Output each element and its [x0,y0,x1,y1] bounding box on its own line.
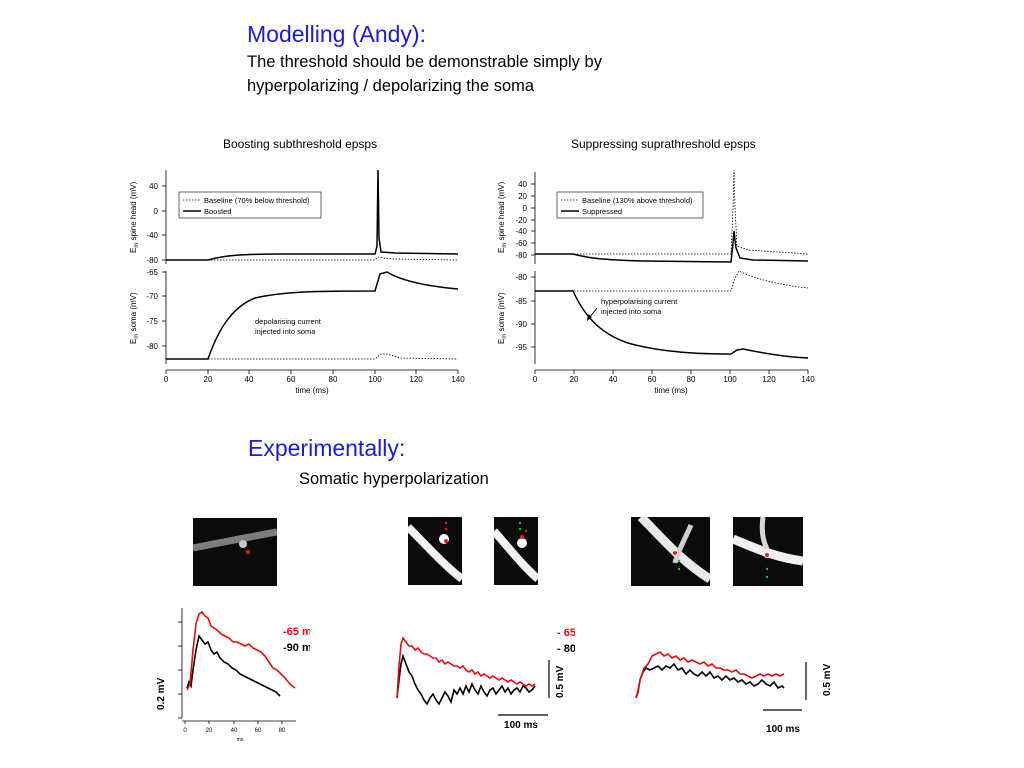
ytick: -40 [515,227,527,236]
annotation-hyperpolarising-2: injected into soma [601,307,662,316]
baseline-soma-trace [166,353,459,360]
xtick: 120 [762,375,776,384]
xlabel: time (ms) [295,386,329,395]
ytick: -80 [515,251,527,260]
boosting-title: Boosting subthreshold epsps [223,137,377,151]
ytick: -85 [515,297,527,306]
ytick: 0 [154,207,159,216]
dendrite-image-4 [631,517,710,586]
ylabel-bottom: Em soma (mV) [129,292,140,344]
xtick: 100 [723,375,737,384]
label-minus90: -90 mV [283,642,310,654]
ytick: -80 [146,342,158,351]
xlabel: time (ms) [654,386,688,395]
trace-black-3 [635,662,785,699]
annotation-arrowhead [587,314,592,321]
trace-black-2 [396,653,536,706]
label-minus80: - 80 mV [557,643,575,655]
suppressed-soma-trace [535,290,809,359]
scale-bar-voltage: 0.2 mV [156,677,167,710]
xtick: 0 [183,728,187,734]
xtick: 80 [279,728,286,734]
suppressed-spine-trace [535,230,809,263]
ytick: -20 [515,216,527,225]
xtick: 40 [245,375,254,384]
baseline-soma-trace [535,270,809,292]
ytick: -90 [515,320,527,329]
xtick: 0 [164,375,169,384]
ytick: 40 [518,180,527,189]
dendrite-image-3 [494,517,538,585]
xtick: 80 [329,375,338,384]
xtick: 60 [648,375,657,384]
annotation-hyperpolarising-1: hyperpolarising current [601,297,678,306]
trace-panel-2: 0.5 mV 100 ms - 65 mV - 80 mV [396,627,575,731]
ytick: -60 [515,239,527,248]
xtick: 100 [368,375,382,384]
xtick: 80 [687,375,696,384]
xtick: 60 [287,375,296,384]
dendrite-image-5 [733,517,803,586]
boosting-figure: Boosting subthreshold epsps 40 0 -40 -80… [129,137,465,395]
modelling-text-line-2: hyperpolarizing / depolarizing the soma [247,77,535,95]
baseline-spine-trace [166,256,459,261]
ylabel-top: Em spine head (mV) [129,181,140,253]
label-minus65: -65 mV [283,626,310,638]
somatic-hyperpolarization-label: Somatic hyperpolarization [299,470,489,488]
xtick: 40 [609,375,618,384]
ytick: -65 [146,268,158,277]
trace-panel-1: 0 20 40 60 80 ms 0.2 mV -65 mV -90 mV [156,608,310,743]
ytick: -75 [146,317,158,326]
ytick: -80 [146,256,158,265]
xtick: 20 [204,375,213,384]
xtick: 140 [801,375,815,384]
ytick: 20 [518,192,527,201]
boosted-spine-trace [166,169,459,261]
trace-red-1 [186,610,296,691]
suppressing-title: Suppressing suprathreshold epsps [571,137,756,151]
legend-suppressed: Suppressed [582,207,622,216]
label-minus65: - 65 mV [557,627,575,639]
ytick: -95 [515,343,527,352]
legend-baseline: Baseline (70% below threshold) [204,196,310,205]
experimentally-heading: Experimentally: [248,435,406,461]
scale-bar-voltage: 0.5 mV [822,663,833,696]
annotation-depolarising-2: injected into soma [255,327,316,336]
legend-box [556,191,704,219]
xtick: 0 [533,375,538,384]
ytick: -40 [146,231,158,240]
ytick: -70 [146,292,158,301]
ylabel-bottom: Em soma (mV) [497,292,508,344]
legend-boosted: Boosted [204,207,232,216]
xtick: 20 [206,728,213,734]
trace-black-1 [186,634,281,697]
xtick: 60 [255,728,262,734]
boosted-soma-trace [166,271,459,360]
legend-box [178,191,322,219]
legend-baseline: Baseline (130% above threshold) [582,196,693,205]
ytick: 0 [523,204,528,213]
modelling-heading: Modelling (Andy): [247,21,426,47]
suppressing-figure: Suppressing suprathreshold epsps 40 20 0… [497,137,815,395]
modelling-text-line-1: The threshold should be demonstrable sim… [247,53,602,71]
scale-bar-time: 100 ms [766,724,800,735]
trace-panel-3: 0.5 mV 100 ms [635,651,833,735]
scale-bar-voltage: 0.5 mV [555,665,566,698]
ytick: -80 [515,273,527,282]
trace-red-2 [396,636,536,699]
ytick: 40 [149,182,158,191]
xtick: 120 [409,375,423,384]
dendrite-image-2 [408,517,462,585]
xtick: 20 [570,375,579,384]
scale-bar-time: 100 ms [504,720,538,731]
annotation-depolarising-1: depolarising current [255,317,322,326]
xunit: ms [237,737,244,743]
xtick: 40 [231,728,238,734]
xtick: 140 [451,375,465,384]
dendrite-image-1 [193,518,277,586]
trace-red-3 [635,651,785,699]
ylabel-top: Em spine head (mV) [497,181,508,253]
